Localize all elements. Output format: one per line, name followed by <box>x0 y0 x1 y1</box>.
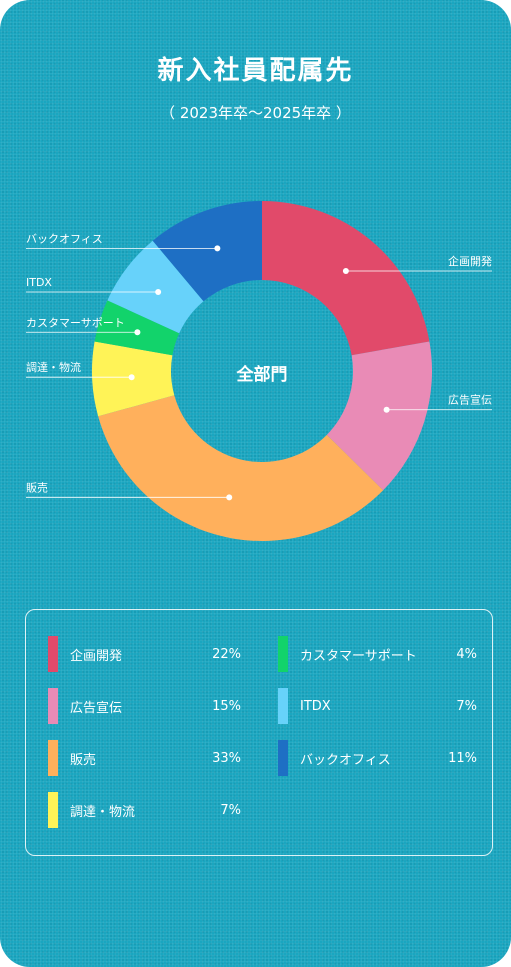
legend-label: バックオフィス <box>300 752 391 768</box>
legend-item: ITDX 7% <box>278 688 477 724</box>
legend-item: 調達・物流 7% <box>48 792 241 828</box>
donut-slice-7 <box>152 201 262 302</box>
callout-label-6: ITDX <box>26 276 52 289</box>
donut-slice-5 <box>94 300 180 356</box>
legend-value: 7% <box>220 802 241 818</box>
legend-swatch <box>278 688 288 724</box>
legend-swatch <box>48 688 58 724</box>
legend-item: 企画開発 22% <box>48 636 241 672</box>
chart-subtitle: （ 2023年卒〜2025年卒 ） <box>160 104 351 122</box>
legend-value: 4% <box>456 646 477 662</box>
legend-swatch <box>278 636 288 672</box>
legend-label: 企画開発 <box>70 648 123 664</box>
callout-label-1: 企画開発 <box>448 254 492 268</box>
donut-slice-6 <box>107 240 204 334</box>
legend-value: 22% <box>212 646 241 662</box>
legend-swatch <box>278 740 288 776</box>
donut-slice-3 <box>98 395 384 541</box>
callout-label-4: 調達・物流 <box>26 360 81 374</box>
callout-label-3: 販売 <box>26 481 48 494</box>
donut-slice-2 <box>326 341 433 491</box>
legend-swatch <box>48 636 58 672</box>
legend-value: 11% <box>448 750 477 766</box>
chart-title: 新入社員配属先 <box>157 56 354 86</box>
legend-label: 広告宣伝 <box>70 700 123 716</box>
donut-slice-1 <box>262 201 430 356</box>
donut-center-label: 全部門 <box>236 364 288 385</box>
legend-item: 販売 33% <box>48 740 241 776</box>
callout-label-2: 広告宣伝 <box>448 393 492 407</box>
callout-label-7: バックオフィス <box>26 232 103 245</box>
legend-value: 7% <box>456 698 477 714</box>
callout-label-5: カスタマーサポート <box>26 316 125 329</box>
legend-swatch <box>48 740 58 776</box>
legend-item: バックオフィス 11% <box>278 740 477 776</box>
legend-label: ITDX <box>300 698 331 714</box>
legend-value: 15% <box>212 698 241 714</box>
legend-swatch <box>48 792 58 828</box>
legend-item: カスタマーサポート 4% <box>278 636 477 672</box>
legend-label: 調達・物流 <box>70 804 136 820</box>
legend-label: 販売 <box>70 752 97 768</box>
legend-label: カスタマーサポート <box>300 648 417 664</box>
legend-item: 広告宣伝 15% <box>48 688 241 724</box>
legend: 企画開発 22% 広告宣伝 15% 販売 33% 調達・物流 7% カスタマーサポート 4% ITD… <box>25 609 493 856</box>
legend-value: 33% <box>212 750 241 766</box>
